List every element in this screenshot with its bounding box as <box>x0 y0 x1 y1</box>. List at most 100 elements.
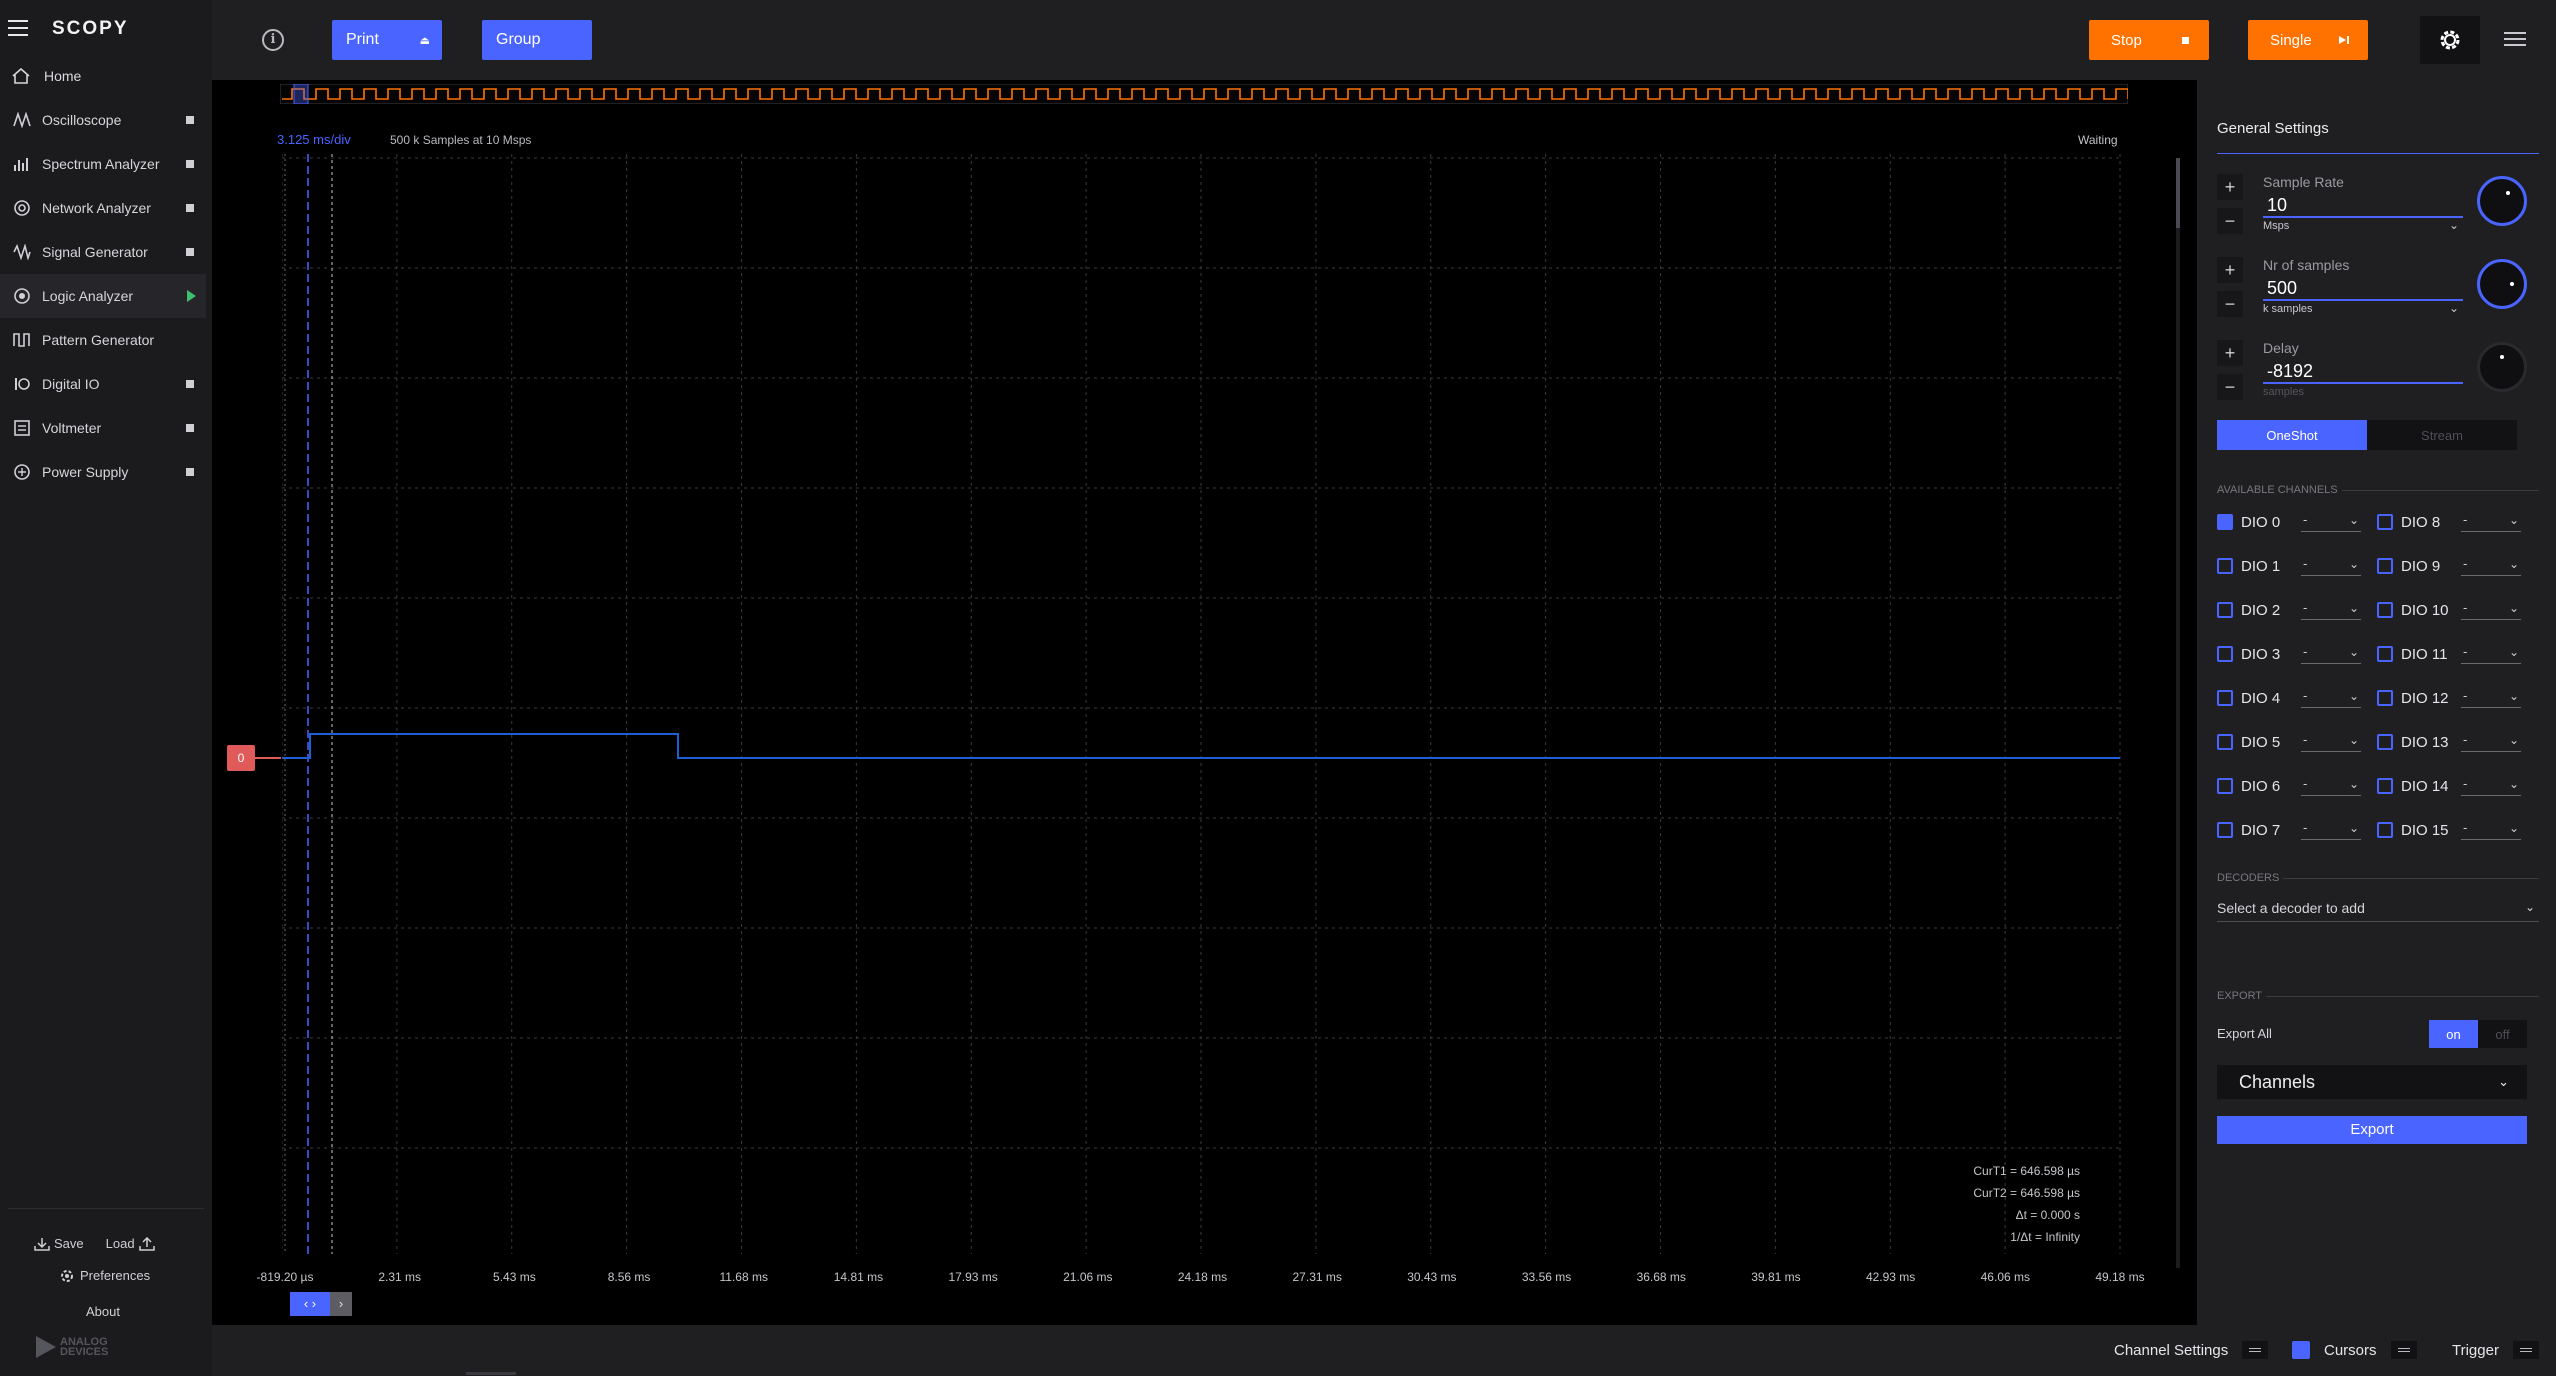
nr-samples-increase-button[interactable]: + <box>2217 257 2243 283</box>
export-button[interactable]: Export <box>2217 1116 2527 1144</box>
waveform-overview[interactable] <box>280 84 2128 104</box>
channel-group-select[interactable]: - ⌄ <box>2461 644 2521 664</box>
sidebar-item-power-supply[interactable]: Power Supply <box>0 450 206 494</box>
nr-samples-input[interactable]: 500 <box>2263 275 2463 301</box>
x-tick-label: 49.18 ms <box>2095 1270 2145 1284</box>
channel-group-select[interactable]: - ⌄ <box>2301 776 2361 796</box>
sidebar-item-logic-analyzer[interactable]: Logic Analyzer <box>0 274 206 318</box>
channel-group-select[interactable]: - ⌄ <box>2301 600 2361 620</box>
sample-rate-decrease-button[interactable]: − <box>2217 208 2243 234</box>
channel-checkbox[interactable] <box>2377 514 2393 530</box>
channel-settings-tab[interactable]: Channel Settings <box>2114 1341 2269 1359</box>
channel-checkbox[interactable] <box>2377 646 2393 662</box>
nr-samples-unit-select[interactable]: k samples ⌄ <box>2263 301 2463 315</box>
channel-checkbox[interactable] <box>2377 602 2393 618</box>
bottom-scroll-indicator[interactable] <box>466 1372 516 1375</box>
channel-group-select[interactable]: - ⌄ <box>2301 732 2361 752</box>
channel-checkbox[interactable] <box>2217 646 2233 662</box>
sidebar-item-spectrum-analyzer[interactable]: Spectrum Analyzer <box>0 142 206 186</box>
channel-group-select[interactable]: - ⌄ <box>2301 820 2361 840</box>
save-button[interactable]: Save <box>30 1236 84 1251</box>
delay-input[interactable]: -8192 <box>2263 358 2463 384</box>
about-button[interactable]: About <box>86 1304 120 1319</box>
preferences-button[interactable]: Preferences <box>60 1268 150 1283</box>
cursors-tab[interactable]: Cursors <box>2292 1341 2417 1359</box>
sidebar-item-pattern-generator[interactable]: Pattern Generator <box>0 318 206 362</box>
channel-group-select[interactable]: - ⌄ <box>2301 644 2361 664</box>
channel-checkbox[interactable] <box>2377 734 2393 750</box>
voltmeter-icon <box>12 418 32 438</box>
channel-checkbox[interactable] <box>2217 602 2233 618</box>
load-button[interactable]: Load <box>106 1236 159 1251</box>
sample-rate-knob[interactable] <box>2477 176 2527 226</box>
oneshot-option[interactable]: OneShot <box>2217 420 2367 450</box>
channel-group-select[interactable]: - ⌄ <box>2461 732 2521 752</box>
channel-checkbox[interactable] <box>2217 558 2233 574</box>
sample-rate-input[interactable]: 10 <box>2263 192 2463 218</box>
settings-gear-icon[interactable] <box>2420 16 2480 64</box>
channel-checkbox[interactable] <box>2217 514 2233 530</box>
channel-group-select[interactable]: - ⌄ <box>2301 688 2361 708</box>
channel-group-select[interactable]: - ⌄ <box>2461 512 2521 532</box>
export-all-toggle[interactable]: on off <box>2429 1020 2527 1048</box>
logic-plot[interactable] <box>282 154 2122 1254</box>
sidebar-item-digital-io[interactable]: Digital IO <box>0 362 206 406</box>
stream-option[interactable]: Stream <box>2367 420 2517 450</box>
hamburger-menu-icon[interactable] <box>8 20 28 36</box>
nr-samples-decrease-button[interactable]: − <box>2217 291 2243 317</box>
delay-increase-button[interactable]: + <box>2217 340 2243 366</box>
channel-group-select[interactable]: - ⌄ <box>2461 600 2521 620</box>
channel-settings-menu-icon[interactable] <box>2242 1341 2269 1359</box>
sidebar-divider <box>8 1208 204 1209</box>
info-icon[interactable]: i <box>262 29 284 51</box>
print-options-icon[interactable]: ⏏ <box>419 34 430 47</box>
print-button[interactable]: Print ⏏ <box>332 20 442 60</box>
channel-group-value: - <box>2463 820 2468 835</box>
channel-0-marker[interactable]: 0 <box>227 745 281 771</box>
channel-group-select[interactable]: - ⌄ <box>2461 688 2521 708</box>
channel-checkbox[interactable] <box>2377 690 2393 706</box>
channel-checkbox[interactable] <box>2377 558 2393 574</box>
sample-rate-unit-select[interactable]: Msps ⌄ <box>2263 218 2463 232</box>
x-tick-label: 17.93 ms <box>948 1270 998 1284</box>
stop-button[interactable]: Stop <box>2089 20 2209 60</box>
channel-group-select[interactable]: - ⌄ <box>2461 820 2521 840</box>
channel-checkbox[interactable] <box>2217 778 2233 794</box>
home-button[interactable]: Home <box>12 66 81 86</box>
delay-knob[interactable] <box>2477 342 2527 392</box>
trigger-tab[interactable]: Trigger <box>2452 1341 2539 1359</box>
cursors-menu-icon[interactable] <box>2390 1341 2417 1359</box>
sidebar-item-network-analyzer[interactable]: Network Analyzer <box>0 186 206 230</box>
channel-checkbox[interactable] <box>2217 822 2233 838</box>
cursor-handle-arrow-icon[interactable]: › <box>330 1292 352 1316</box>
channel-checkbox[interactable] <box>2377 822 2393 838</box>
channel-checkbox[interactable] <box>2377 778 2393 794</box>
channel-checkbox[interactable] <box>2217 734 2233 750</box>
channel-group-select[interactable]: - ⌄ <box>2301 556 2361 576</box>
acquisition-mode-switch[interactable]: OneShot Stream <box>2217 420 2517 450</box>
channel-group-select[interactable]: - ⌄ <box>2461 776 2521 796</box>
group-button[interactable]: Group <box>482 20 592 60</box>
nr-samples-knob[interactable] <box>2477 259 2527 309</box>
channel-group-select[interactable]: - ⌄ <box>2301 512 2361 532</box>
plot-vertical-scrollbar[interactable] <box>2176 158 2180 1268</box>
overview-viewport[interactable] <box>293 84 309 104</box>
sidebar-item-oscilloscope[interactable]: Oscilloscope <box>0 98 206 142</box>
sidebar-item-signal-generator[interactable]: Signal Generator <box>0 230 206 274</box>
decoder-select[interactable]: Select a decoder to add ⌄ <box>2217 900 2539 922</box>
trigger-label: Trigger <box>2452 1341 2499 1359</box>
single-button[interactable]: Single <box>2248 20 2368 60</box>
export-channels-dropdown[interactable]: Channels ⌄ <box>2217 1065 2527 1099</box>
stop-label: Stop <box>2111 31 2142 49</box>
delay-decrease-button[interactable]: − <box>2217 374 2243 400</box>
cursor-handle-left-right-icon[interactable]: ‹ › <box>290 1292 330 1316</box>
channel-group-select[interactable]: - ⌄ <box>2461 556 2521 576</box>
cursors-checkbox[interactable] <box>2292 1341 2310 1359</box>
sidebar-item-voltmeter[interactable]: Voltmeter <box>0 406 206 450</box>
trigger-menu-icon[interactable] <box>2512 1341 2539 1359</box>
general-menu-icon[interactable] <box>2504 32 2526 50</box>
sample-rate-increase-button[interactable]: + <box>2217 174 2243 200</box>
channel-checkbox[interactable] <box>2217 690 2233 706</box>
export-all-on[interactable]: on <box>2429 1020 2478 1048</box>
export-all-off[interactable]: off <box>2478 1020 2527 1048</box>
